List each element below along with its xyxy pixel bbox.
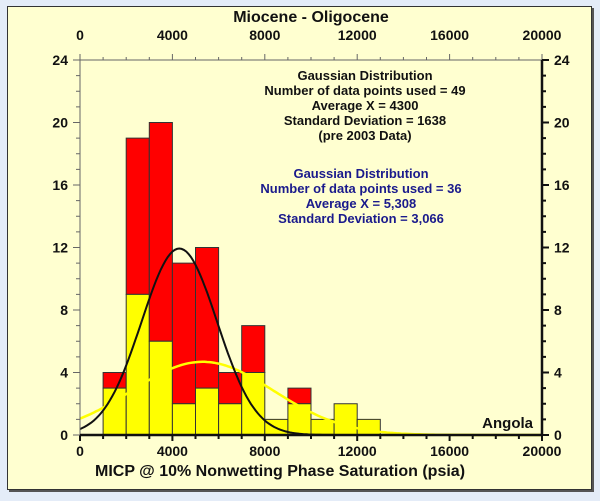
bar-yellow (195, 387, 220, 436)
y-tick-label-left: 24 (52, 52, 68, 68)
x-tick-label-top: 20000 (523, 27, 562, 43)
y-tick-label-right: 16 (554, 177, 570, 193)
bar-red (125, 137, 150, 295)
annotation-blue-line: Average X = 5,308 (306, 196, 416, 211)
annotation-blue-line: Standard Deviation = 3,066 (278, 211, 444, 226)
bars-group (102, 122, 381, 436)
annotation-blue-line: Gaussian Distribution (293, 166, 428, 181)
annotation-black-line: Number of data points used = 49 (264, 83, 465, 98)
bar-yellow (125, 293, 150, 436)
x-tick-label-bottom: 12000 (338, 443, 377, 459)
bar-red (171, 262, 196, 405)
x-tick-label-bottom: 0 (76, 443, 84, 459)
y-tick-label-right: 20 (554, 115, 570, 131)
y-tick-label-left: 4 (60, 365, 68, 381)
y-tick-label-left: 0 (60, 427, 68, 443)
annotation-all-data: Gaussian Distribution Number of data poi… (260, 166, 461, 226)
bar-yellow (287, 403, 312, 436)
bar-yellow (218, 403, 243, 436)
y-tick-label-right: 12 (554, 240, 570, 256)
bar-yellow (333, 403, 358, 436)
annotation-blue-line: Number of data points used = 36 (260, 181, 461, 196)
y-tick-label-left: 16 (52, 177, 68, 193)
x-tick-label-top: 16000 (430, 27, 469, 43)
annotation-black-line: Standard Deviation = 1638 (284, 113, 446, 128)
bar-yellow (171, 403, 196, 436)
bar-red (148, 122, 173, 342)
x-tick-label-top: 0 (76, 27, 84, 43)
bar-yellow (148, 340, 173, 436)
x-axis-label: MICP @ 10% Nonwetting Phase Saturation (… (95, 463, 465, 480)
y-tick-label-right: 8 (554, 302, 562, 318)
region-label: Angola (482, 415, 533, 432)
y-tick-label-right: 0 (554, 427, 562, 443)
x-tick-label-top: 12000 (338, 27, 377, 43)
axes-group: 0040004000800080001200012000160001600020… (52, 27, 569, 459)
annotation-pre2003: Gaussian Distribution Number of data poi… (264, 68, 465, 143)
x-tick-label-top: 4000 (157, 27, 188, 43)
x-tick-label-bottom: 8000 (249, 443, 280, 459)
x-tick-label-bottom: 20000 (523, 443, 562, 459)
x-tick-label-bottom: 16000 (430, 443, 469, 459)
chart-title: Miocene - Oligocene (233, 9, 389, 26)
annotation-black-line: Average X = 4300 (312, 98, 419, 113)
y-tick-label-right: 24 (554, 52, 570, 68)
y-tick-label-left: 8 (60, 302, 68, 318)
annotation-black-line: Gaussian Distribution (297, 68, 432, 83)
annotation-black-line: (pre 2003 Data) (318, 128, 411, 143)
y-tick-label-right: 4 (554, 365, 562, 381)
bar-red (241, 325, 266, 373)
x-tick-label-bottom: 4000 (157, 443, 188, 459)
y-tick-label-left: 12 (52, 240, 68, 256)
x-tick-label-top: 8000 (249, 27, 280, 43)
y-tick-label-left: 20 (52, 115, 68, 131)
